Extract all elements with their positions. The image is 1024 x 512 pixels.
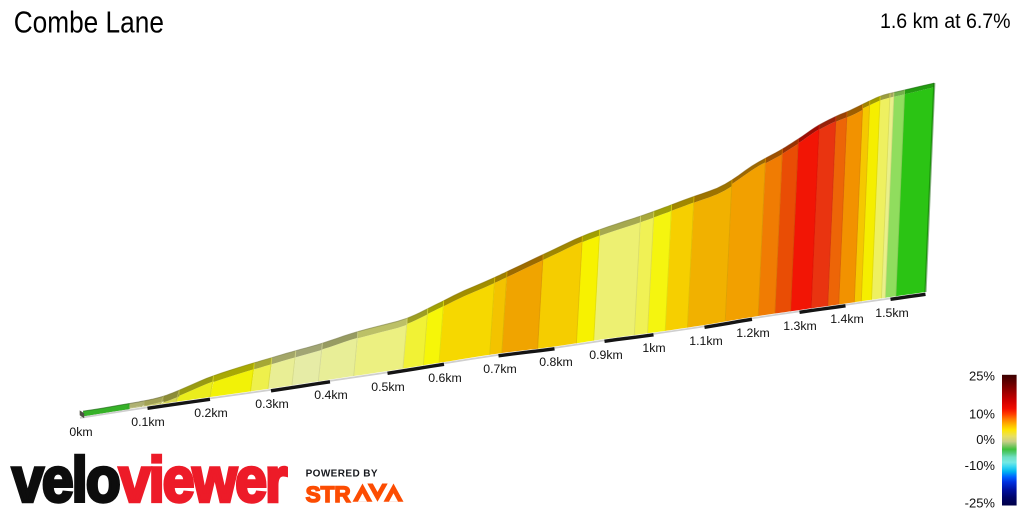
- svg-text:0.2km: 0.2km: [194, 406, 228, 420]
- svg-text:0.4km: 0.4km: [314, 388, 348, 402]
- svg-text:POWERED BY: POWERED BY: [306, 468, 378, 479]
- svg-text:1.5km: 1.5km: [875, 306, 909, 320]
- svg-text:veloviewer: veloviewer: [12, 445, 287, 512]
- svg-text:0.5km: 0.5km: [371, 380, 405, 394]
- svg-text:0km: 0km: [69, 425, 92, 439]
- svg-text:0.6km: 0.6km: [428, 371, 462, 385]
- svg-text:1km: 1km: [642, 341, 665, 355]
- svg-text:1.4km: 1.4km: [830, 312, 864, 326]
- svg-text:Combe Lane: Combe Lane: [14, 6, 164, 40]
- svg-text:25%: 25%: [969, 368, 995, 383]
- svg-text:0.3km: 0.3km: [255, 397, 289, 411]
- svg-text:1.1km: 1.1km: [689, 334, 723, 348]
- svg-text:1.3km: 1.3km: [783, 319, 817, 333]
- svg-text:-25%: -25%: [965, 496, 996, 511]
- svg-text:0%: 0%: [976, 432, 995, 447]
- svg-text:STR: STR: [306, 482, 351, 507]
- svg-text:1.2km: 1.2km: [736, 326, 770, 340]
- svg-text:0.8km: 0.8km: [539, 355, 573, 369]
- svg-text:0.9km: 0.9km: [589, 348, 623, 362]
- svg-text:0.1km: 0.1km: [131, 415, 165, 429]
- svg-text:1.6 km at 6.7%: 1.6 km at 6.7%: [880, 9, 1011, 33]
- svg-text:0.7km: 0.7km: [483, 362, 517, 376]
- svg-text:10%: 10%: [969, 406, 995, 421]
- svg-text:-10%: -10%: [965, 458, 996, 473]
